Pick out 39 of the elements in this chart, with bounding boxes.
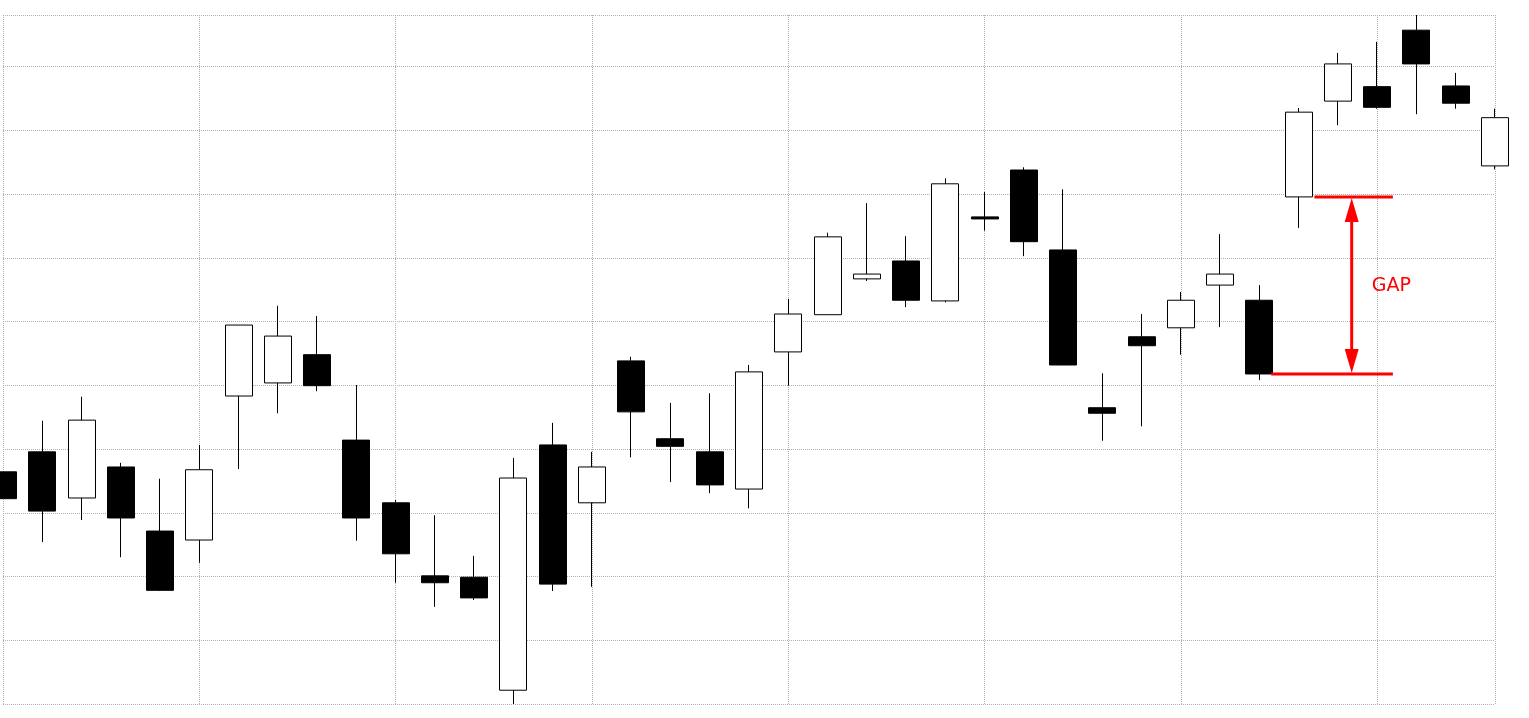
candlestick xyxy=(1324,52,1352,126)
candlestick xyxy=(264,305,292,414)
candlestick xyxy=(971,191,999,232)
candlestick xyxy=(578,451,606,588)
candlestick xyxy=(696,392,724,494)
candlestick xyxy=(539,422,567,592)
candlestick xyxy=(853,202,881,282)
candlestick xyxy=(931,177,959,303)
candlestick xyxy=(1167,291,1195,356)
candlestick xyxy=(107,462,135,558)
candlestick xyxy=(1206,233,1234,328)
candlestick xyxy=(185,444,213,564)
candlestick xyxy=(1128,313,1156,427)
candlestick xyxy=(1481,108,1509,170)
candlestick xyxy=(814,232,842,316)
candlestick xyxy=(1285,107,1313,229)
candlestick xyxy=(1402,14,1430,115)
candlestick xyxy=(1245,284,1273,381)
candlestick xyxy=(1010,166,1038,257)
annotation: GAP xyxy=(1371,273,1411,296)
candlestick xyxy=(1049,188,1077,366)
candlestick xyxy=(421,514,449,608)
candlestick xyxy=(303,315,331,392)
candlestick xyxy=(225,324,253,470)
candlestick xyxy=(656,402,684,483)
candlestick xyxy=(1088,372,1116,442)
candlestick xyxy=(146,478,174,592)
candlestick xyxy=(774,298,802,387)
candlestick xyxy=(342,384,370,542)
candlestick xyxy=(382,499,410,584)
candlestick xyxy=(892,235,920,308)
candlestick xyxy=(499,457,527,705)
candlestick xyxy=(1363,41,1391,110)
candlestick xyxy=(735,364,763,509)
candlestick xyxy=(617,356,645,458)
candlestick xyxy=(68,396,96,521)
candlestick xyxy=(460,555,488,601)
candlestick xyxy=(1442,72,1470,110)
candlestick xyxy=(28,420,56,543)
